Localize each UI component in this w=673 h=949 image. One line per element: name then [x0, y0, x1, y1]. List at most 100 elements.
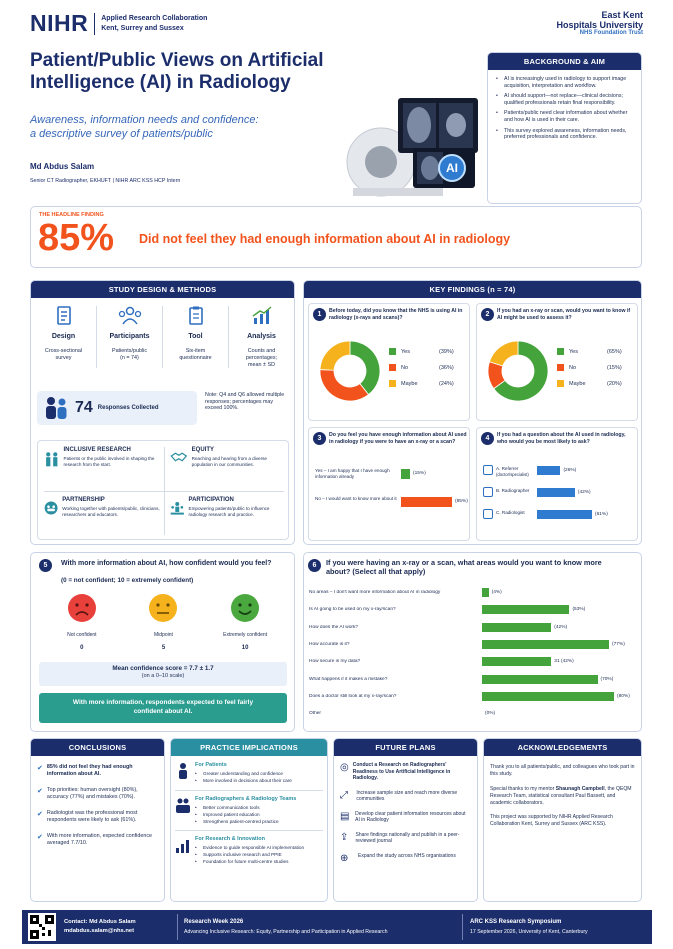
q5-banner: With more information, respondents expec…	[39, 693, 287, 723]
expand-icon: ⤢	[340, 789, 348, 801]
donut-slice-yes	[349, 340, 381, 396]
bar-value: (53%)	[572, 607, 586, 613]
methods-col-desc: percentages;	[245, 354, 278, 361]
headline-text: Did not feel they had enough information…	[139, 232, 511, 246]
practice-group: For Research & Innovation Evidence to gu…	[175, 836, 323, 866]
inclusive-icon	[46, 452, 58, 467]
bar-category: Yes – I am happy that I have enough info…	[315, 468, 390, 479]
bar-category: How does the AI work?	[309, 624, 359, 630]
conclusions-title: CONCLUSIONS	[31, 739, 164, 756]
legend-value: (24%)	[439, 380, 454, 387]
methods-col-desc: survey	[55, 354, 72, 361]
q5-number: 5	[39, 559, 52, 572]
q5-faces: Not confident 0 Midpoint 5 Extremely con…	[41, 593, 286, 651]
footer-symposium: ARC KSS Research Symposium	[470, 919, 562, 925]
mean-sub: (on a 0–10 scale)	[141, 673, 185, 679]
methods-title: STUDY DESIGN & METHODS	[31, 281, 294, 298]
check-icon: ✔	[37, 811, 43, 819]
footer: Contact: Md Abdus Salam mdabdus.salam@nh…	[22, 910, 652, 944]
legend-swatch	[389, 380, 396, 387]
methods-columns: Design Cross-sectional survey Participan…	[31, 306, 294, 369]
q3-panel: 3 Do you feel you have enough informatio…	[308, 427, 470, 541]
qr-code-icon	[28, 913, 56, 941]
ekhuft-line3: NHS Foundation Trust	[579, 30, 643, 36]
patient-icon	[179, 763, 187, 779]
person-icon	[483, 465, 493, 475]
practice-group: For Patients Greater understanding and c…	[175, 762, 323, 785]
bar-value: (42%)	[577, 490, 591, 495]
legend-value: (36%)	[439, 364, 454, 371]
nihr-sub1: Applied Research Collaboration	[101, 15, 208, 23]
conclusion-text: Radiologist was the professional most re…	[46, 810, 138, 824]
methods-col-tool: Tool Six-item questionnaire	[163, 306, 228, 368]
donut-slice-maybe	[488, 340, 519, 367]
check-icon: ✔	[37, 765, 43, 772]
principle-title: INCLUSIVE RESEARCH	[63, 447, 131, 453]
partnership-icon	[44, 501, 58, 515]
conclusions-card: CONCLUSIONS ✔ 85% did not feel they had e…	[30, 738, 165, 902]
bar	[401, 497, 452, 507]
face-not-confident: Not confident 0	[42, 593, 122, 651]
future-item: ▤ Develop clear patient information resou…	[340, 811, 471, 824]
future-item: ⇪ Share findings nationally and publish i…	[340, 832, 471, 845]
hospital-icon: ⊕	[340, 852, 349, 864]
practice-item: More involved in decisions about their c…	[195, 778, 292, 784]
ack-text: Special thanks to my mentor	[490, 785, 556, 792]
target-icon: ◎	[340, 762, 349, 773]
subtitle-line2: a descriptive survey of patients/public	[30, 128, 213, 141]
mean-label: Mean confidence score = 7.7 ± 1.7	[112, 665, 214, 672]
background-card: BACKGROUND & AIM AI is increasingly used…	[487, 52, 642, 204]
ack-paragraph: This project was supported by NIHR Appli…	[490, 814, 613, 828]
background-item: Patients/public need clear information a…	[496, 110, 633, 123]
future-item: ◎ Conduct a Research on Radiographers' Re…	[340, 762, 471, 782]
ekhuft-line1: East Kent	[601, 10, 643, 20]
principle-equity: EQUITY Reaching and hearing from a divers…	[170, 447, 286, 469]
people-icon	[118, 306, 141, 325]
background-item: AI is increasingly used in radiology to …	[496, 76, 633, 89]
share-icon: ⇪	[340, 831, 349, 843]
principle-inclusive: INCLUSIVE RESEARCH Patients or the public…	[44, 447, 162, 473]
q6-question: If you were having an x-ray or a scan, w…	[326, 558, 602, 577]
headline-finding: THE HEADLINE FINDING 85% Did not feel th…	[30, 206, 642, 268]
methods-col-analysis: Analysis Counts and percentages; mean ± …	[229, 306, 294, 368]
legend-label: Yes	[401, 348, 410, 355]
future-text: Increase sample size and reach more dive…	[356, 789, 458, 803]
principles-grid: INCLUSIVE RESEARCH Patients or the public…	[37, 440, 289, 540]
background-item: This survey explored awareness, informat…	[496, 128, 633, 141]
face-label: Not confident	[67, 632, 97, 638]
headline-value: 85%	[38, 217, 115, 259]
principle-participation: PARTICIPATION Empowering patients/public …	[170, 497, 286, 519]
legend-entry: No (36%)	[389, 364, 467, 371]
conclusion-text: Top priorities: human oversight (80%), a…	[46, 787, 138, 801]
person-icon	[483, 509, 493, 519]
bar-value: (70%)	[600, 676, 614, 682]
document-icon: ▤	[340, 810, 350, 822]
practice-item: Improved patient education	[195, 812, 296, 818]
legend-value: (65%)	[607, 348, 622, 355]
q3-question: Do you feel you have enough information …	[329, 432, 467, 445]
bar-value: (4%)	[491, 590, 502, 595]
methods-note: Note: Q4 and Q6 allowed multiple respons…	[205, 392, 285, 412]
legend-entry: Yes (65%)	[557, 348, 635, 355]
findings-card: KEY FINDINGS (n = 74) 1 Before today, di…	[303, 280, 642, 545]
bar-category: How secure is my data?	[309, 659, 361, 665]
legend-label: Maybe	[569, 380, 586, 387]
future-list: ◎ Conduct a Research on Radiographers' Re…	[334, 756, 477, 864]
bar-value: (80%)	[617, 693, 630, 699]
face-value: 5	[161, 645, 166, 651]
footer-email[interactable]: mdabdus.salam@nhs.net	[64, 928, 135, 934]
bar	[401, 469, 410, 479]
methods-col-desc: Six-item	[185, 348, 206, 354]
principle-title: EQUITY	[191, 447, 214, 453]
title-line2: Intelligence (AI) in Radiology	[30, 71, 291, 93]
donut-slice-no	[319, 369, 370, 402]
q3-number: 3	[313, 432, 326, 445]
legend-swatch	[557, 380, 564, 387]
q4-question: If you had a question about the AI used …	[497, 432, 626, 445]
donut-slice-maybe	[319, 340, 351, 371]
responses-box: 74 Responses Collected	[37, 391, 197, 425]
bar-category: No areas – I don't want more information…	[309, 590, 441, 595]
practice-group-title: For Patients	[195, 762, 227, 768]
legend-label: Maybe	[401, 380, 418, 387]
ai-badge-icon: AI	[438, 154, 466, 182]
